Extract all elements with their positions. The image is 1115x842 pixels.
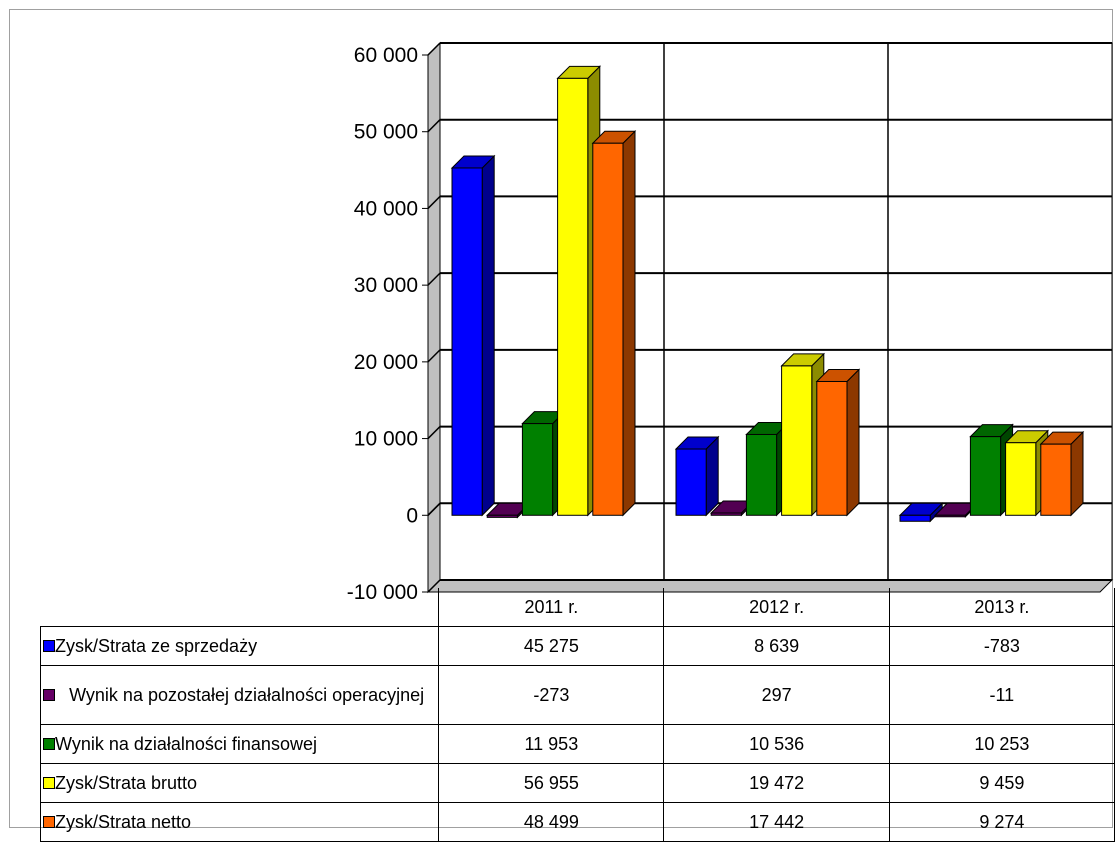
table-cell: 56 955: [438, 763, 665, 803]
y-tick-label: 50 000: [354, 121, 418, 144]
bar: [969, 436, 1002, 516]
bar-side: [622, 130, 636, 517]
bar: [934, 514, 966, 518]
data-table-corner: [41, 588, 439, 627]
table-row: Zysk/Strata netto 48 499 17 442 9 274: [39, 802, 1115, 842]
gridline-side: [427, 42, 441, 56]
bar: [1005, 442, 1037, 516]
table-cell: 19 472: [663, 763, 890, 803]
legend-swatch: [43, 816, 55, 828]
y-tick-label: 10 000: [354, 428, 418, 451]
bar: [557, 77, 589, 516]
bar: [675, 448, 707, 516]
gridline-side: [427, 426, 441, 440]
bar: [899, 514, 931, 522]
y-tick-label: -10 000: [347, 581, 418, 600]
table-cell: -783: [888, 626, 1115, 666]
bar: [745, 433, 778, 516]
gridline-side: [427, 579, 441, 593]
table-cell: -273: [438, 665, 665, 725]
gridline-side: [427, 349, 441, 363]
table-cell: 9 274: [888, 802, 1115, 842]
table-cell: -11: [888, 665, 1115, 725]
table-cell: 11 953: [438, 724, 665, 764]
y-tick-label: 30 000: [354, 274, 418, 297]
series-name-cell: Zysk/Strata brutto: [39, 763, 440, 803]
zero-line-side: [427, 502, 441, 516]
table-cell: 10 536: [663, 724, 890, 764]
gridline-side: [427, 195, 441, 209]
bar-side: [1070, 430, 1084, 517]
series-label: Wynik na działalności finansowej: [55, 734, 317, 754]
bar: [451, 167, 483, 516]
series-name-cell: Zysk/Strata netto: [39, 802, 440, 842]
series-label: Zysk/Strata brutto: [55, 773, 198, 793]
table-cell: 9 459: [888, 763, 1115, 803]
chart-area: 60 000 50 000 40 000 30 000 20 000 10 000 0 -10…: [347, 41, 1114, 600]
legend-swatch: [43, 738, 55, 750]
gridline-side: [427, 272, 441, 286]
series-label: Wynik na pozostałej działalności operacy…: [69, 685, 425, 705]
gridline-side: [427, 119, 441, 133]
bar: [592, 142, 624, 516]
bar: [486, 514, 518, 518]
category-header-2013: 2013 r.: [888, 588, 1115, 627]
table-cell: 48 499: [438, 802, 665, 842]
y-tick-label: 0: [406, 504, 418, 527]
bar: [781, 365, 813, 516]
series-name-cell: Wynik na pozostałej działalności operacy…: [39, 665, 440, 725]
series-label: Zysk/Strata netto: [55, 812, 192, 832]
y-tick-label: 60 000: [354, 44, 418, 67]
table-row: Wynik na pozostałej działalności operacy…: [39, 665, 1115, 725]
bar: [816, 380, 848, 516]
legend-swatch: [43, 689, 55, 701]
series-label: Zysk/Strata ze sprzedaży: [55, 636, 258, 656]
bar-side: [481, 154, 495, 517]
table-row: Wynik na działalności finansowej 11 953 …: [39, 724, 1115, 764]
legend-swatch: [43, 640, 55, 652]
table-cell: 10 253: [888, 724, 1115, 764]
table-row: Zysk/Strata brutto 56 955 19 472 9 459: [39, 763, 1115, 803]
data-table: 2011 r. 2012 r. 2013 r. Zysk/Strata ze s…: [39, 588, 1115, 842]
bar: [521, 423, 554, 516]
series-name-cell: Zysk/Strata ze sprzedaży: [39, 626, 440, 666]
table-row: Zysk/Strata ze sprzedaży 45 275 8 639 -7…: [39, 626, 1115, 666]
bar-side: [846, 368, 860, 517]
data-table-header-row: 2011 r. 2012 r. 2013 r.: [41, 588, 1115, 627]
table-cell: 17 442: [663, 802, 890, 842]
y-tick-label: 20 000: [354, 351, 418, 374]
table-cell: 8 639: [663, 626, 890, 666]
category-header-2012: 2012 r.: [663, 588, 890, 627]
bar-side: [705, 435, 719, 517]
bar: [1040, 443, 1072, 516]
legend-swatch: [43, 777, 55, 789]
table-cell: 297: [663, 665, 890, 725]
table-cell: 45 275: [438, 626, 665, 666]
category-header-2011: 2011 r.: [438, 588, 665, 627]
bar: [710, 512, 742, 516]
y-tick-label: 40 000: [354, 197, 418, 220]
series-name-cell: Wynik na działalności finansowej: [39, 724, 440, 764]
